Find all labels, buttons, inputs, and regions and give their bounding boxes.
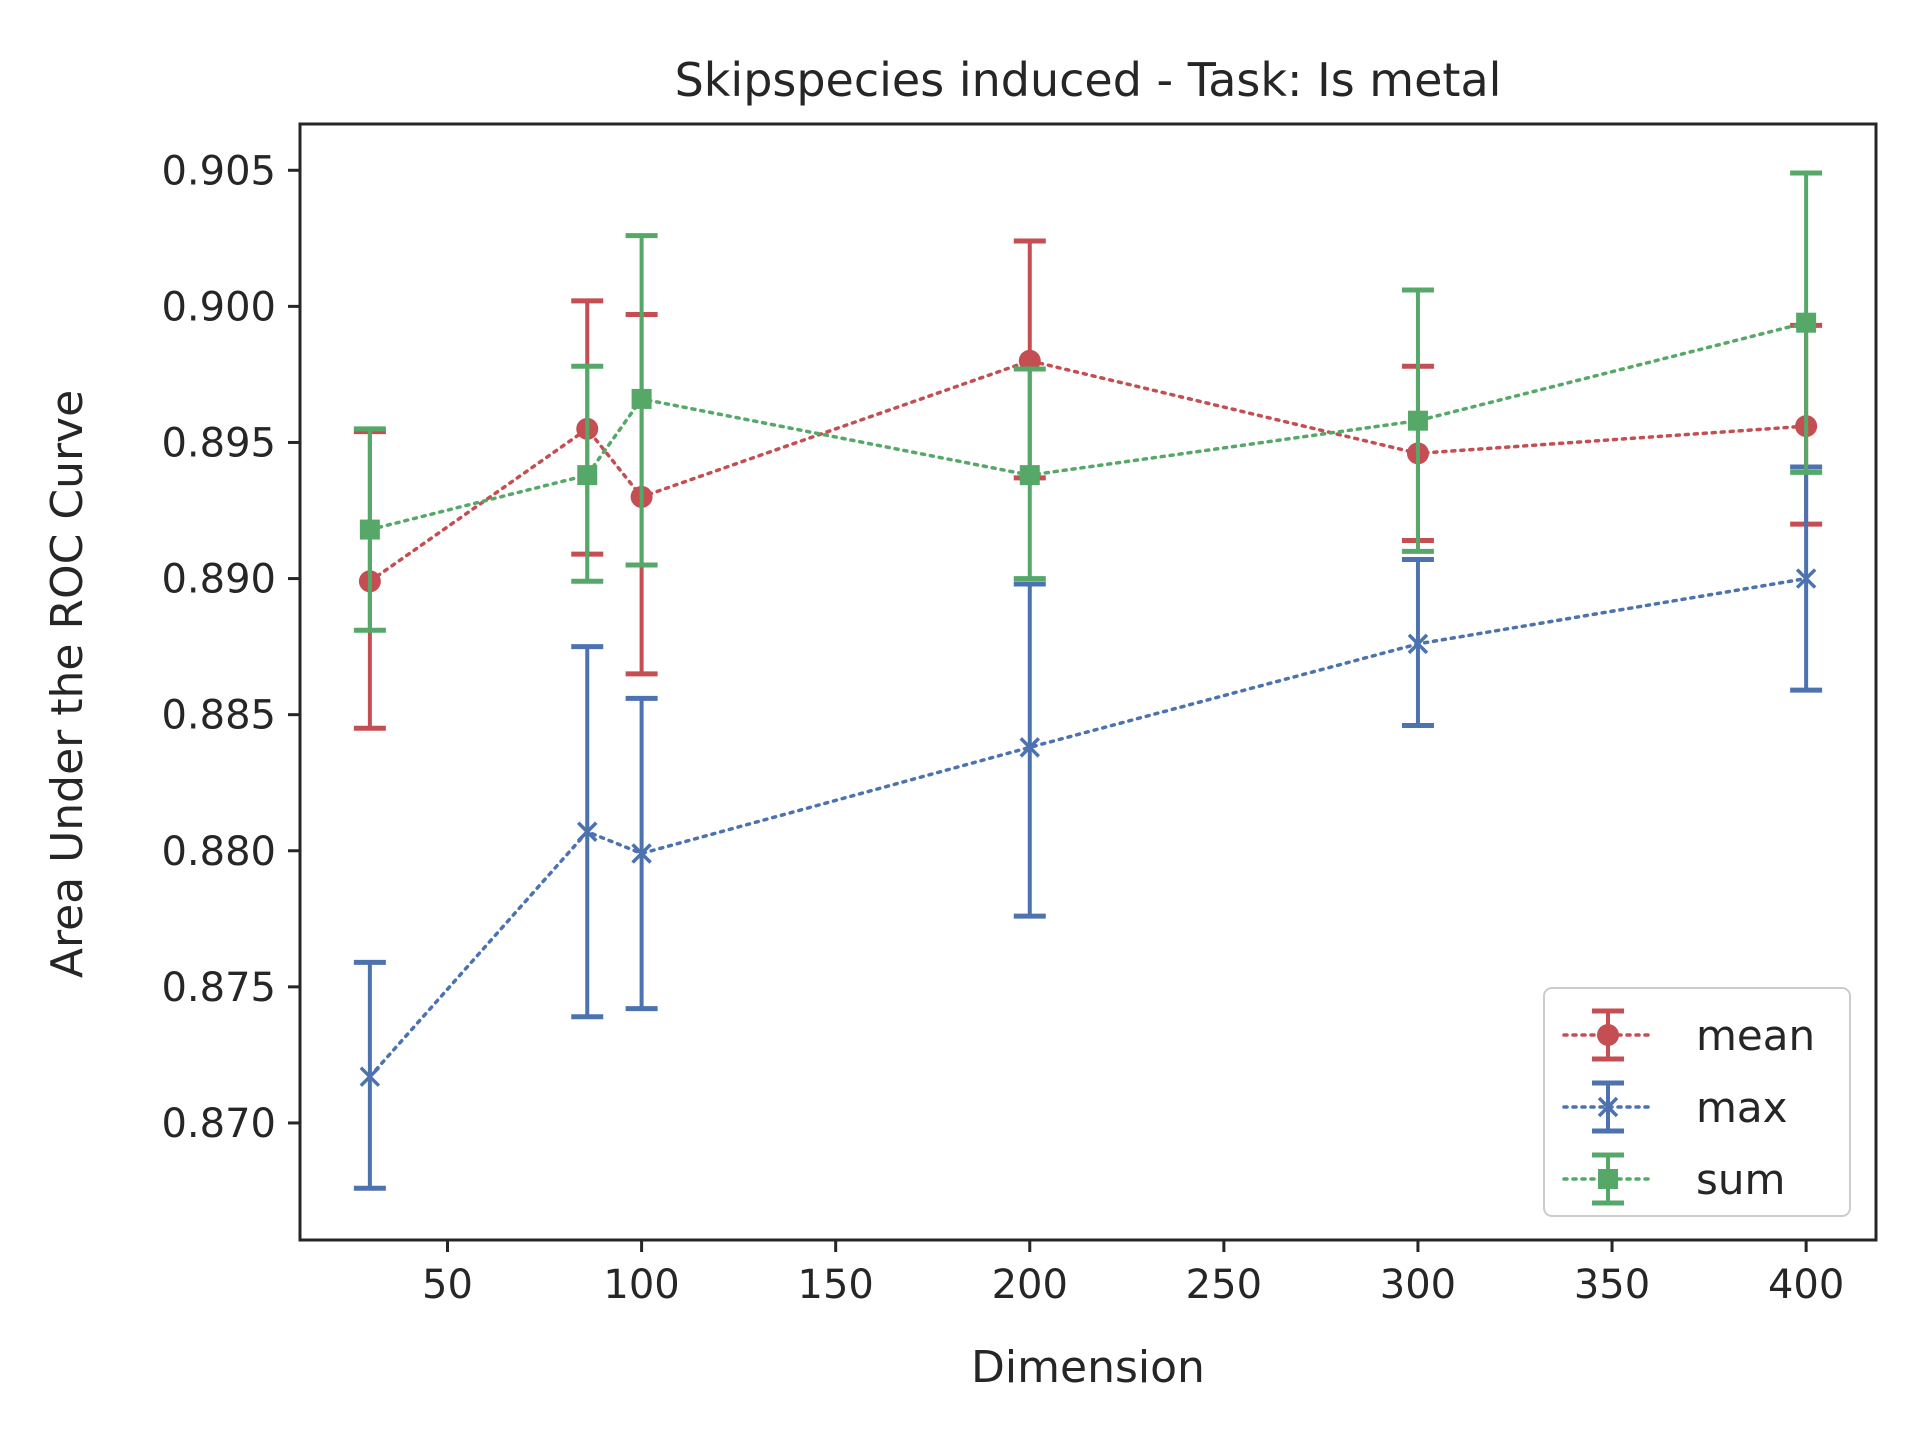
- x-axis-label: Dimension: [971, 1342, 1205, 1393]
- series-line: [368, 320, 1808, 532]
- data-point: [577, 821, 598, 842]
- legend-item-mean: mean: [1562, 1008, 1815, 1062]
- legend: mean max sum: [1543, 987, 1851, 1217]
- chart-title: Skipspecies induced - Task: Is metal: [675, 53, 1502, 107]
- y-tick-label: 0.895: [161, 420, 276, 466]
- data-point: [1018, 349, 1041, 372]
- data-point: [1795, 568, 1817, 589]
- legend-items: mean max sum: [1562, 1008, 1815, 1206]
- plot-series: [353, 170, 1823, 1191]
- x-tick-label: 350: [1574, 1262, 1650, 1308]
- y-tick-label: 0.885: [161, 693, 276, 739]
- data-point: [1597, 1096, 1619, 1118]
- legend-item-max: max: [1562, 1080, 1788, 1134]
- data-point: [1796, 312, 1817, 333]
- x-tick-label: 400: [1768, 1262, 1844, 1308]
- x-axis-ticks: 50 100 150 200 250 300 350 400: [422, 1240, 1844, 1308]
- x-tick-label: 250: [1186, 1262, 1262, 1308]
- series-max: [353, 464, 1823, 1191]
- data-point: [1407, 633, 1429, 655]
- legend-label: max: [1696, 1083, 1788, 1132]
- series-line: [368, 576, 1808, 1079]
- data-point: [359, 519, 380, 540]
- data-point: [1598, 1169, 1618, 1189]
- data-point: [359, 1066, 381, 1087]
- data-point: [577, 465, 598, 486]
- x-tick-label: 300: [1380, 1262, 1456, 1308]
- x-tick-label: 150: [798, 1262, 874, 1308]
- data-point: [631, 388, 652, 409]
- x-tick-label: 100: [603, 1262, 679, 1308]
- y-tick-label: 0.900: [161, 284, 276, 330]
- legend-item-sum: sum: [1562, 1152, 1785, 1206]
- data-point-stroke: [577, 821, 598, 842]
- data-point: [1597, 1024, 1619, 1046]
- y-tick-label: 0.875: [161, 965, 276, 1011]
- data-point: [1019, 465, 1040, 486]
- y-axis-label: Area Under the ROC Curve: [42, 390, 93, 978]
- x-tick-label: 50: [422, 1262, 473, 1308]
- y-tick-label: 0.880: [161, 829, 276, 875]
- y-tick-label: 0.905: [161, 148, 276, 194]
- legend-frame: [1543, 987, 1851, 1217]
- data-point-stroke: [1597, 1096, 1619, 1118]
- data-point-stroke: [1019, 737, 1041, 758]
- series-line: [368, 358, 1808, 584]
- data-point-stroke: [359, 1066, 381, 1087]
- y-axis-ticks: 0.870 0.875 0.880 0.885 0.890 0.895 0.900 0.905: [161, 148, 300, 1147]
- data-point-stroke: [1795, 568, 1817, 589]
- y-tick-label: 0.890: [161, 557, 276, 603]
- data-point-stroke: [1407, 633, 1429, 655]
- series-sum: [353, 170, 1823, 633]
- legend-label: mean: [1696, 1011, 1815, 1060]
- data-point: [1407, 410, 1428, 431]
- data-point: [631, 843, 652, 864]
- data-point: [1019, 737, 1041, 758]
- plot-frame: [298, 122, 1878, 1242]
- x-tick-label: 200: [992, 1262, 1068, 1308]
- legend-label: sum: [1696, 1155, 1785, 1204]
- y-tick-label: 0.870: [161, 1101, 276, 1147]
- data-point-stroke: [631, 843, 652, 864]
